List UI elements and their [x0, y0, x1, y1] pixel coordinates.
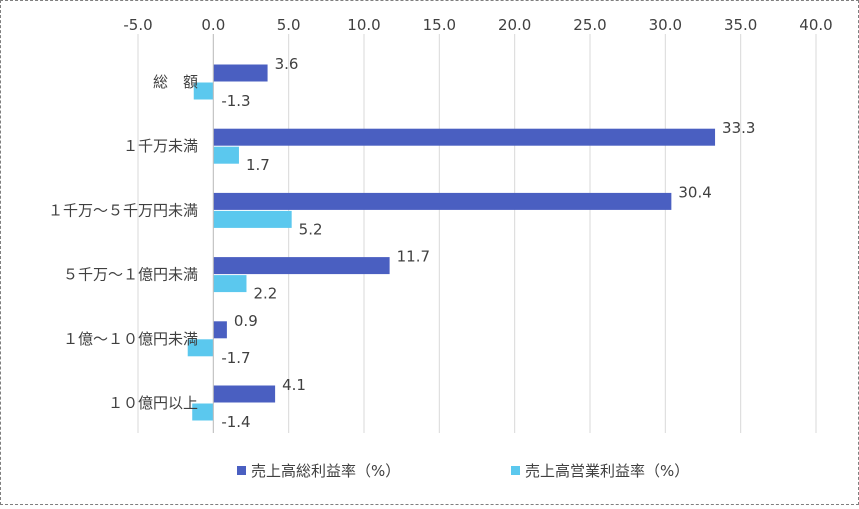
bar-operating-margin: [213, 210, 292, 228]
x-tick-label: -5.0: [123, 16, 152, 34]
data-label: -1.7: [221, 349, 250, 367]
x-tick-label: 15.0: [423, 16, 456, 34]
data-label: 1.7: [246, 156, 270, 174]
x-tick-label: 25.0: [573, 16, 606, 34]
bar-operating-margin: [192, 403, 214, 421]
data-label: 3.6: [275, 55, 299, 73]
bar-operating-margin: [213, 146, 239, 164]
x-tick-label: 20.0: [498, 16, 531, 34]
bar-gross-margin: [213, 257, 390, 275]
data-label: 11.7: [397, 248, 430, 266]
x-tick-label: 35.0: [724, 16, 757, 34]
bar-operating-margin: [193, 82, 214, 100]
x-tick-label: 40.0: [799, 16, 832, 34]
bar-operating-margin: [187, 339, 214, 357]
category-label: １千万未満: [123, 137, 198, 155]
bar-gross-margin: [213, 385, 276, 403]
x-tick-label: 30.0: [649, 16, 682, 34]
legend-swatch: [237, 466, 246, 475]
data-label: 5.2: [299, 220, 323, 238]
bar-operating-margin: [213, 275, 247, 293]
legend-swatch: [511, 466, 520, 475]
x-tick-label: 5.0: [277, 16, 301, 34]
legend-label: 売上高総利益率（%）: [251, 462, 400, 480]
data-label: 33.3: [722, 119, 755, 137]
data-label: 4.1: [282, 376, 306, 394]
data-label: 30.4: [678, 183, 711, 201]
bar-gross-margin: [213, 321, 227, 339]
x-tick-label: 0.0: [201, 16, 225, 34]
x-tick-label: 10.0: [347, 16, 380, 34]
bar-gross-margin: [213, 64, 268, 82]
bar-gross-margin: [213, 192, 672, 210]
category-label: 総 額: [153, 73, 198, 91]
category-label: １億～１０億円未満: [63, 330, 198, 348]
legend-label: 売上高営業利益率（%）: [525, 462, 689, 480]
data-label: -1.3: [221, 92, 250, 110]
category-label: １千万～５千万円未満: [48, 201, 198, 219]
category-label: １０億円以上: [108, 394, 198, 412]
bar-gross-margin: [213, 128, 716, 146]
category-label: ５千万～１億円未満: [63, 266, 198, 284]
data-label: 2.2: [253, 285, 277, 303]
data-label: -1.4: [221, 413, 250, 431]
data-label: 0.9: [234, 312, 258, 330]
